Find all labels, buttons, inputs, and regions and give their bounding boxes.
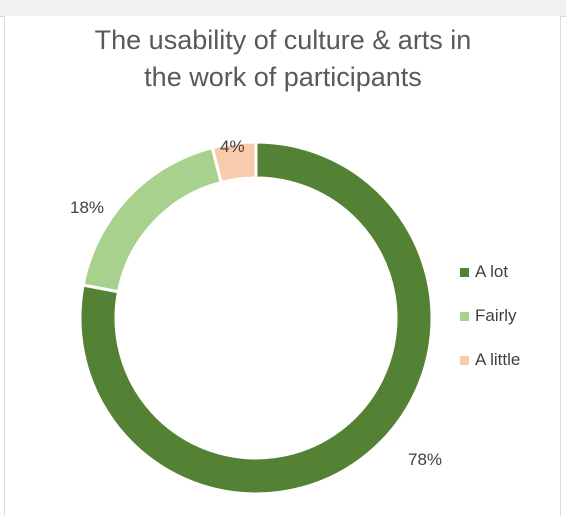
legend-item-a-lot: A lot bbox=[460, 260, 520, 284]
data-label-a-lot: 78% bbox=[408, 450, 442, 469]
legend-label-a-lot: A lot bbox=[475, 262, 509, 281]
donut-slice-a-little bbox=[210, 140, 258, 185]
data-label-a-little: 4% bbox=[220, 137, 245, 156]
legend-item-a-little: A little bbox=[460, 348, 520, 372]
chart-title-line-1: The usability of culture & arts in bbox=[94, 25, 472, 55]
legend-swatch-fairly bbox=[460, 311, 469, 321]
legend-swatch-a-little bbox=[460, 355, 469, 365]
data-label-fairly: 18% bbox=[70, 198, 104, 217]
donut-slice-a-lot bbox=[78, 140, 434, 496]
legend-label-a-little: A little bbox=[475, 350, 521, 369]
chart-title-line-2: the work of participants bbox=[144, 62, 422, 92]
chart-legend: A lot Fairly A little bbox=[460, 260, 520, 392]
donut-slice-fairly bbox=[81, 145, 224, 294]
legend-swatch-a-lot bbox=[460, 267, 469, 277]
chart-title: The usability of culture & arts in the w… bbox=[0, 22, 566, 96]
legend-label-fairly: Fairly bbox=[475, 306, 517, 325]
legend-item-fairly: Fairly bbox=[460, 304, 520, 328]
